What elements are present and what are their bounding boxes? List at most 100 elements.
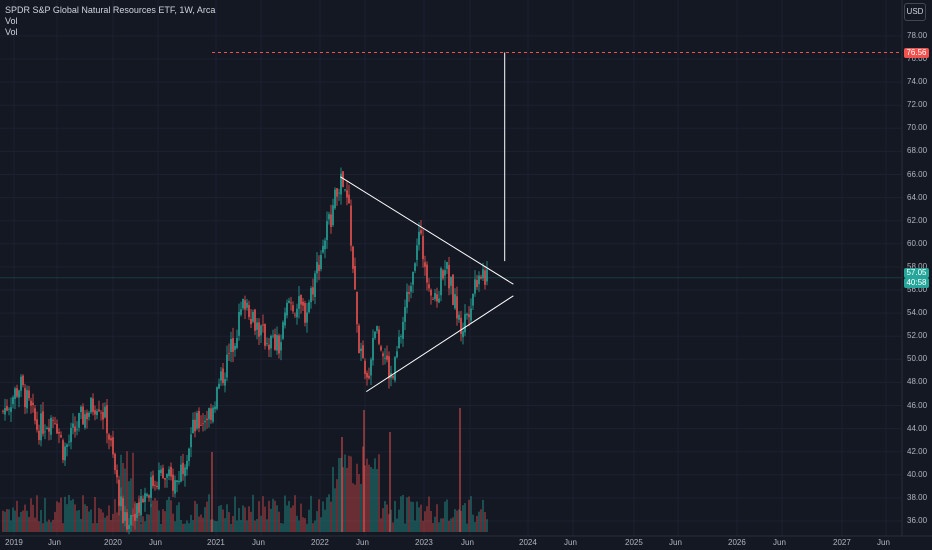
volume-bar: [344, 454, 346, 532]
candle-body: [394, 357, 396, 381]
symbol-title[interactable]: SPDR S&P Global Natural Resources ETF, 1…: [5, 5, 216, 15]
price-tick-label: 54.00: [907, 308, 928, 318]
candle-body: [164, 478, 166, 480]
candle-body: [140, 496, 142, 516]
candle-body: [40, 413, 42, 441]
time-tick-label: Jun: [669, 538, 682, 547]
candle-body: [448, 264, 450, 289]
volume-bar: [466, 523, 468, 532]
candle-body: [194, 419, 196, 432]
candle-body: [176, 480, 178, 483]
candle-body: [396, 351, 398, 358]
candle-body: [446, 261, 448, 269]
candle-body: [108, 434, 110, 440]
volume-bar: [348, 455, 350, 532]
time-tick-label: Jun: [773, 538, 786, 547]
candle-body: [412, 271, 414, 285]
volume-bar: [389, 432, 391, 532]
candle-body: [78, 413, 80, 428]
candle-body: [50, 418, 52, 435]
volume-bar: [90, 509, 92, 532]
volume-bar: [378, 454, 380, 532]
volume-bar: [358, 474, 360, 532]
volume-bar: [192, 520, 194, 532]
candle-body: [464, 314, 466, 333]
candle-body: [284, 312, 286, 326]
volume-bar: [450, 518, 452, 532]
price-axis[interactable]: 36.00 38.00 40.00 42.00 44.00 46.00 48.00 50.00…: [902, 0, 932, 536]
volume-legend-1[interactable]: Vol: [5, 16, 18, 26]
candle-body: [44, 431, 46, 433]
candle-body: [258, 322, 260, 337]
volume-bar: [16, 500, 18, 532]
volume-bar: [396, 518, 398, 532]
volume-bar: [444, 501, 446, 532]
candle-body: [218, 383, 220, 389]
candle-body: [70, 427, 72, 443]
candle-body: [236, 337, 238, 348]
volume-bar: [326, 497, 328, 532]
candle-body: [52, 419, 54, 421]
time-tick-label: Jun: [356, 538, 369, 547]
volume-bar: [164, 511, 166, 532]
candle-body: [214, 406, 216, 410]
volume-bar: [78, 509, 80, 532]
volume-bar: [152, 500, 154, 532]
candle-body: [436, 294, 438, 302]
chart-legend: SPDR S&P Global Natural Resources ETF, 1…: [5, 5, 215, 38]
volume-bar: [188, 523, 190, 532]
volume-bar: [40, 509, 42, 532]
candle-body: [222, 368, 224, 384]
volume-bar: [426, 506, 428, 532]
volume-bar: [382, 508, 384, 532]
candle-body: [6, 406, 8, 411]
volume-bar: [220, 505, 222, 532]
price-tick-label: 60.00: [907, 238, 928, 248]
volume-bar: [438, 522, 440, 532]
candle-body: [252, 311, 254, 322]
volume-bar: [374, 458, 376, 532]
trendline-drawings[interactable]: [0, 52, 902, 393]
currency-button[interactable]: USD: [904, 3, 926, 21]
volume-bar: [26, 510, 28, 532]
volume-bar: [432, 522, 434, 532]
triangle-lower-trendline[interactable]: [366, 295, 514, 393]
candle-body: [82, 406, 84, 425]
volume-bar: [400, 496, 402, 532]
volume-bar: [22, 510, 24, 532]
candle-body: [134, 513, 136, 521]
time-tick-label: 2020: [104, 538, 122, 547]
candle-body: [14, 388, 16, 399]
volume-bar: [198, 516, 200, 532]
time-tick-label: 2027: [833, 538, 851, 547]
volume-bar: [328, 494, 330, 532]
volume-bar: [268, 500, 270, 532]
candle-body: [200, 425, 202, 426]
volume-bar: [214, 520, 216, 532]
volume-bar: [446, 499, 448, 532]
candle-body: [452, 274, 454, 305]
candle-body: [400, 336, 402, 337]
volume-bar: [172, 513, 174, 532]
volume-bar: [144, 521, 146, 532]
volume-bar: [196, 503, 198, 532]
volume-bar: [12, 507, 14, 532]
volume-bar: [210, 519, 212, 532]
volume-bar: [278, 511, 280, 532]
volume-bar: [368, 464, 370, 532]
candle-body: [42, 411, 44, 434]
candle-body: [46, 427, 48, 430]
volume-bar: [114, 499, 116, 532]
candle-body: [246, 302, 248, 308]
time-tick-label: 2022: [311, 538, 329, 547]
volume-legend-2[interactable]: Vol: [5, 27, 18, 37]
volume-bar: [224, 518, 226, 532]
candle-body: [190, 434, 192, 448]
triangle-upper-trendline[interactable]: [340, 176, 514, 285]
price-tick-label: 52.00: [907, 331, 928, 341]
volume-bar: [452, 517, 454, 532]
volume-bar: [380, 518, 382, 532]
candle-body: [180, 464, 182, 482]
time-axis[interactable]: 2019 Jun 2020 Jun 2021 Jun 2022 Jun 2023 Jun 2024 J…: [0, 536, 902, 550]
